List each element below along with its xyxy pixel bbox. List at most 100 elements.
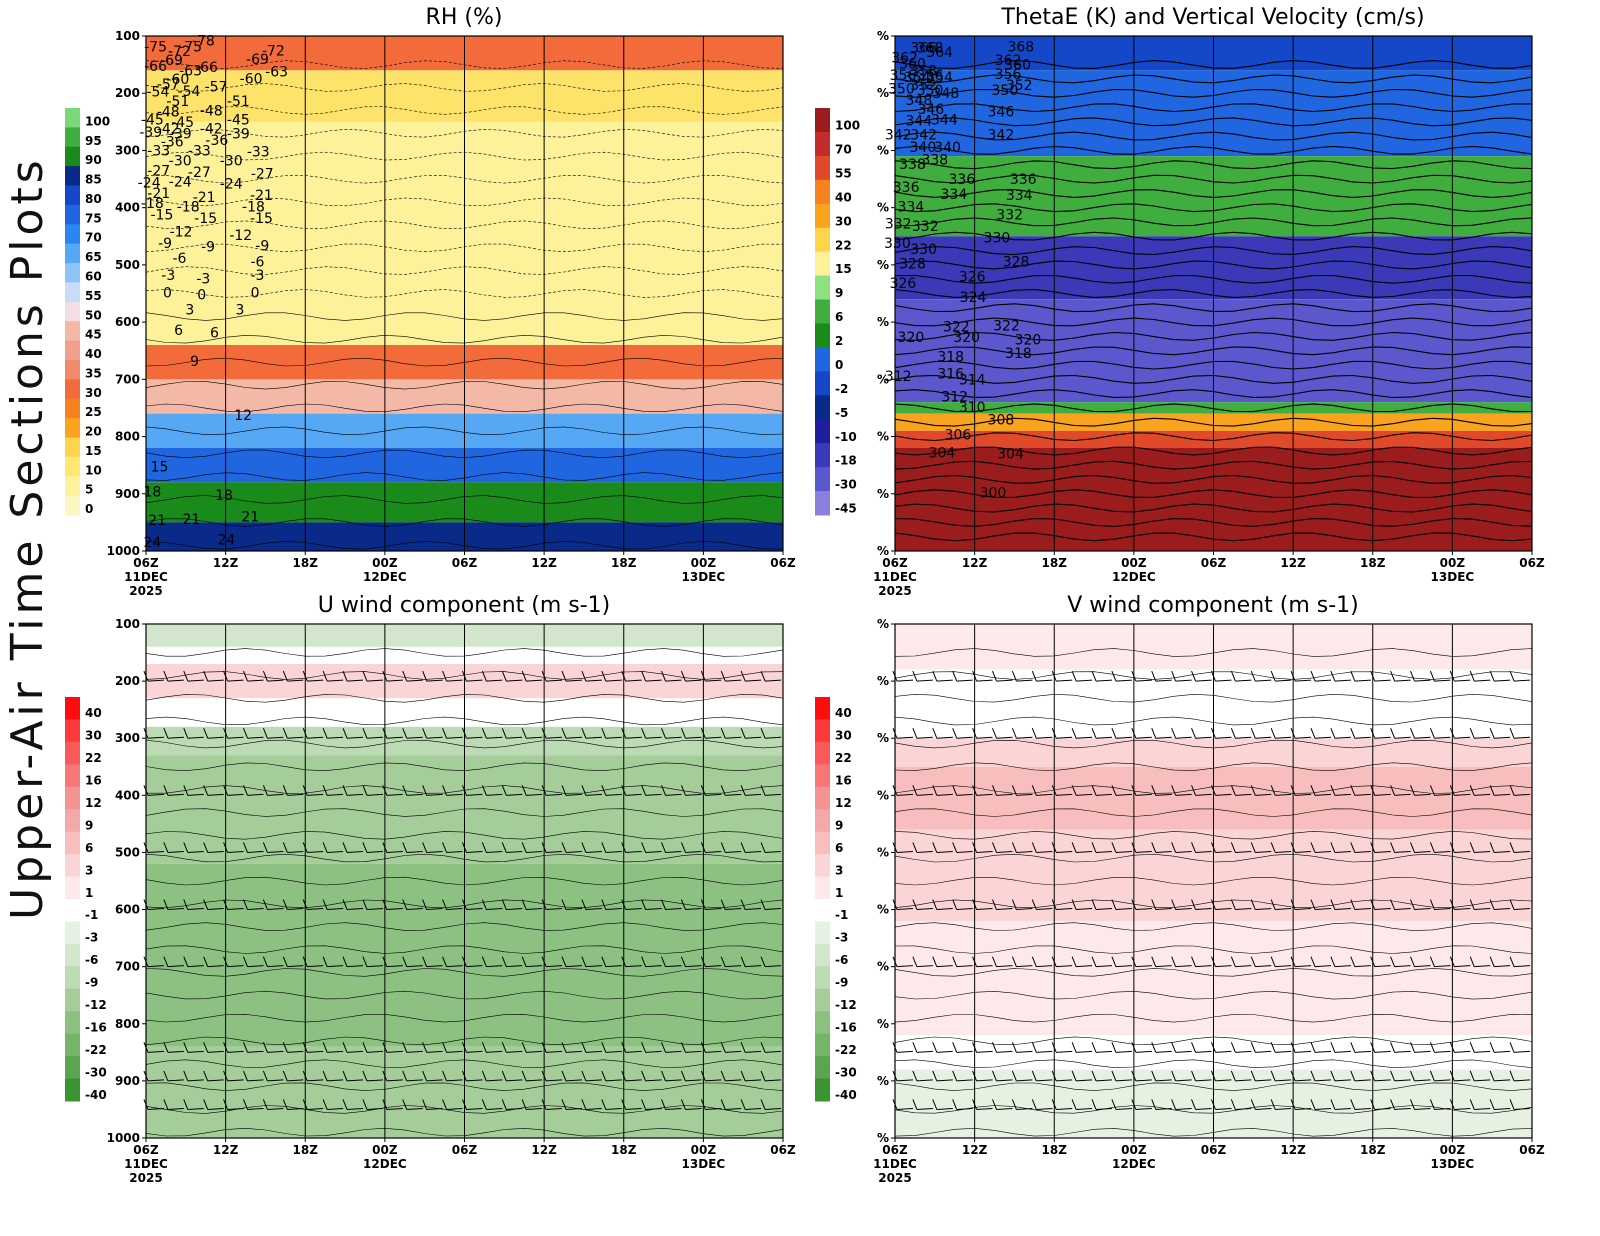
wind-barb-flag (183, 1099, 189, 1110)
wind-barb (645, 736, 662, 739)
wind-barb (506, 965, 523, 968)
wind-barb (506, 793, 523, 796)
wind-barb (1314, 679, 1332, 682)
wind-barb (685, 1050, 702, 1053)
y-tick-label: 900 (115, 1074, 140, 1088)
wind-barb-flag (1071, 842, 1077, 853)
wind-barb-flag (322, 670, 328, 682)
wind-barb-flag (422, 1070, 428, 1082)
wind-barb-flag (661, 670, 666, 682)
wind-barb (386, 850, 403, 853)
y-tick-label: % (877, 372, 889, 386)
contour-label: 342 (885, 127, 912, 143)
wind-barb (705, 850, 722, 853)
contour-label: 338 (921, 153, 948, 169)
wind-barb-flag (1011, 1099, 1017, 1110)
contour-label: 334 (898, 200, 925, 216)
wind-barb (1474, 850, 1491, 853)
x-year-label: 2025 (878, 1171, 911, 1185)
wind-barb (426, 1050, 443, 1053)
wind-barb (1195, 1079, 1212, 1082)
wind-barb-flag (501, 956, 507, 967)
colorbar-swatch (65, 1056, 80, 1080)
wind-barb-flag (442, 670, 448, 682)
wind-barb (1115, 736, 1132, 739)
wind-barb-flag (501, 1042, 507, 1053)
wind-barb (227, 793, 244, 796)
wind-barb (605, 793, 622, 796)
wind-barb-flag (362, 1042, 368, 1053)
wind-barb (1076, 1079, 1093, 1082)
wind-barb (1175, 1050, 1192, 1053)
wind-barb (725, 908, 742, 911)
wind-barb (466, 679, 483, 682)
colorbar-swatch (815, 831, 830, 855)
contour-label: -69 (160, 53, 183, 69)
wind-barb (1215, 793, 1232, 796)
contour-label: -48 (200, 103, 223, 119)
wind-barb-flag (422, 670, 428, 682)
wind-barb-flag (992, 842, 997, 853)
wind-barb-flag (641, 728, 647, 739)
colorbar-swatch (815, 876, 830, 900)
colorbar-swatch (815, 943, 830, 967)
wind-barb-flag (1469, 728, 1475, 739)
wind-barb-flag (442, 1042, 448, 1053)
wind-barb-flag (203, 728, 209, 739)
wind-barb-flag (581, 1099, 587, 1110)
wind-barb (1474, 679, 1491, 682)
colorbar-swatch (815, 719, 830, 743)
contour-label: 368 (1007, 39, 1034, 55)
wind-barb (167, 679, 184, 682)
colorbar-label: 1 (835, 886, 843, 900)
wind-barb (745, 1079, 762, 1082)
wind-barb (187, 679, 204, 682)
contour-label: -78 (192, 34, 215, 50)
wind-barb-flag (342, 785, 348, 796)
colorbar-label: 9 (835, 286, 843, 300)
wind-barb (1295, 1079, 1312, 1082)
contour-label: -33 (188, 143, 211, 159)
wind-barb-flag (1410, 1042, 1415, 1053)
wind-barb-flag (1390, 899, 1396, 910)
contour-label: 356 (917, 68, 944, 84)
wind-barb (1135, 908, 1152, 911)
contour-label: 12 (234, 408, 252, 424)
wind-barb (665, 1050, 682, 1053)
wind-barb-flag (1310, 842, 1316, 853)
wind-barb-flag (680, 899, 686, 910)
wind-barb (1514, 850, 1531, 853)
colorbar-label: -40 (85, 1088, 107, 1102)
panel-title-thetae: ThetaE (K) and Vertical Velocity (cm/s) (1000, 5, 1424, 30)
wind-barb-flag (1509, 785, 1515, 796)
wind-barb-flag (1350, 1070, 1356, 1082)
wind-barb (645, 1107, 662, 1110)
x-date-label: 13DEC (682, 1157, 726, 1171)
wind-barb (625, 679, 642, 682)
contour-label: 304 (929, 446, 956, 462)
wind-barb (1115, 850, 1132, 853)
contour-label: -27 (188, 165, 211, 181)
wind-barb-flag (501, 899, 507, 910)
wind-barb (1056, 736, 1073, 739)
contour-label: 318 (1005, 346, 1032, 362)
wind-barb-flag (952, 1042, 958, 1053)
colorbar-label: -22 (85, 1043, 107, 1057)
wind-barb (1036, 793, 1053, 796)
colorbar-label: 10 (85, 463, 102, 477)
wind-barb-flag (521, 1070, 527, 1082)
contour-label: -72 (262, 43, 285, 59)
wind-barb-flag (1350, 670, 1356, 682)
wind-barb-flag (1489, 785, 1495, 796)
wind-barb (605, 965, 622, 968)
wind-barb (1155, 679, 1172, 682)
contour-label: 0 (251, 285, 260, 301)
contour-label: 366 (910, 40, 937, 56)
wind-barb (1215, 965, 1232, 968)
wind-barb (765, 679, 782, 682)
wind-barb (585, 850, 602, 853)
contour-label: -9 (201, 240, 215, 256)
wind-barb (1414, 736, 1431, 739)
x-date-label: 12DEC (1112, 570, 1156, 584)
colorbar-label: -9 (85, 976, 98, 990)
